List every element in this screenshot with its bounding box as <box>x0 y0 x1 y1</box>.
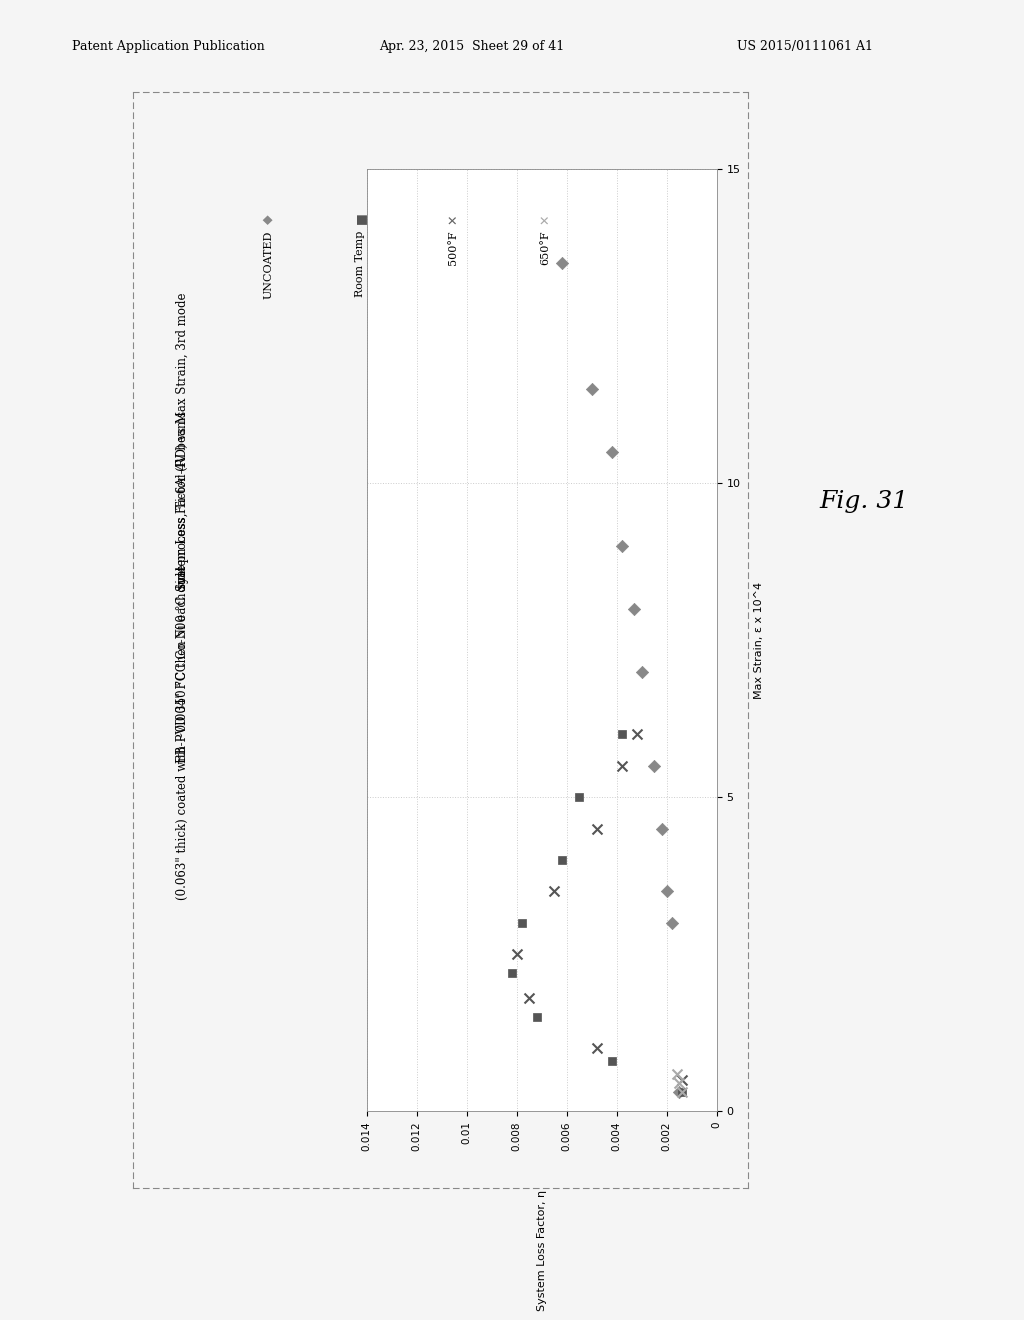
Point <box>674 1069 690 1090</box>
Point <box>626 598 642 619</box>
Text: Patent Application Publication: Patent Application Publication <box>72 40 264 53</box>
Text: 650°F: 650°F <box>540 231 550 265</box>
Point <box>653 818 670 840</box>
Text: ■: ■ <box>354 213 367 224</box>
Point <box>671 1082 687 1104</box>
Point <box>613 536 630 557</box>
Point <box>658 880 675 902</box>
Point <box>546 880 562 902</box>
Point <box>554 850 570 871</box>
Text: ✕: ✕ <box>539 214 551 224</box>
X-axis label: System Loss Factor, η: System Loss Factor, η <box>537 1189 547 1311</box>
Text: Room Temp: Room Temp <box>355 231 366 297</box>
Point <box>603 441 620 462</box>
Text: (0.063" thick) coated with ~0.004" FCC Co-Ni each side: (0.063" thick) coated with ~0.004" FCC C… <box>176 565 188 900</box>
Point <box>509 944 525 965</box>
Point <box>521 987 538 1008</box>
Text: US 2015/0111061 A1: US 2015/0111061 A1 <box>737 40 873 53</box>
Point <box>571 787 588 808</box>
Point <box>646 755 663 776</box>
Point <box>603 1051 620 1072</box>
Point <box>613 723 630 744</box>
Text: System Loss Factor (RD) vs Max Strain, 3rd mode: System Loss Factor (RD) vs Max Strain, 3… <box>176 293 188 591</box>
Point <box>613 755 630 776</box>
Point <box>504 962 520 983</box>
Point <box>674 1082 690 1104</box>
Text: ◆: ◆ <box>262 214 274 224</box>
Text: Fig. 31: Fig. 31 <box>819 490 908 513</box>
Text: 500°F: 500°F <box>447 231 458 265</box>
Point <box>664 912 680 933</box>
Point <box>513 912 529 933</box>
Point <box>554 252 570 273</box>
Text: ✕: ✕ <box>446 214 459 224</box>
Point <box>589 818 605 840</box>
Point <box>629 723 645 744</box>
Point <box>589 1038 605 1059</box>
Point <box>584 379 600 400</box>
Text: EB-PVD 350 °C then 500 °C dual process, Ti-6Al-4V beams: EB-PVD 350 °C then 500 °C dual process, … <box>176 412 188 763</box>
Y-axis label: Max Strain, ε x 10^4: Max Strain, ε x 10^4 <box>755 582 764 698</box>
Point <box>671 1072 687 1093</box>
Point <box>674 1082 690 1104</box>
Point <box>528 1007 545 1028</box>
Text: Apr. 23, 2015  Sheet 29 of 41: Apr. 23, 2015 Sheet 29 of 41 <box>379 40 564 53</box>
Text: UNCOATED: UNCOATED <box>263 231 273 298</box>
Point <box>634 661 650 682</box>
Point <box>669 1063 685 1084</box>
